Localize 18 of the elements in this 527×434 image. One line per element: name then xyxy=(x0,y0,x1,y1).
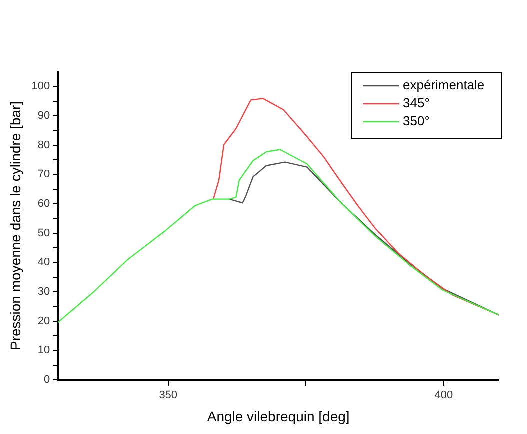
y-tick-label: 50 xyxy=(38,227,50,240)
y-tick-label: 40 xyxy=(38,256,50,269)
legend-label: 350° xyxy=(403,114,430,129)
y-tick-label: 80 xyxy=(38,139,50,152)
x-tick-label: 400 xyxy=(434,390,454,402)
y-tick-label: 60 xyxy=(38,198,50,210)
y-tick-label: 30 xyxy=(38,286,50,298)
x-axis-title: Angle vilebrequin [deg] xyxy=(207,408,350,424)
y-tick-label: 100 xyxy=(32,80,50,93)
legend-label: expérimentale xyxy=(403,78,485,93)
x-tick-label: 350 xyxy=(159,390,178,402)
y-tick-label: 10 xyxy=(38,344,50,357)
legend-label: 345° xyxy=(403,96,430,111)
y-axis-title: Pression moyenne dans le cylindre [bar] xyxy=(7,101,24,351)
y-tick-label: 90 xyxy=(38,110,50,122)
y-tick-label: 0 xyxy=(44,374,50,386)
y-tick-label: 20 xyxy=(38,315,50,328)
y-tick-label: 70 xyxy=(38,168,50,181)
